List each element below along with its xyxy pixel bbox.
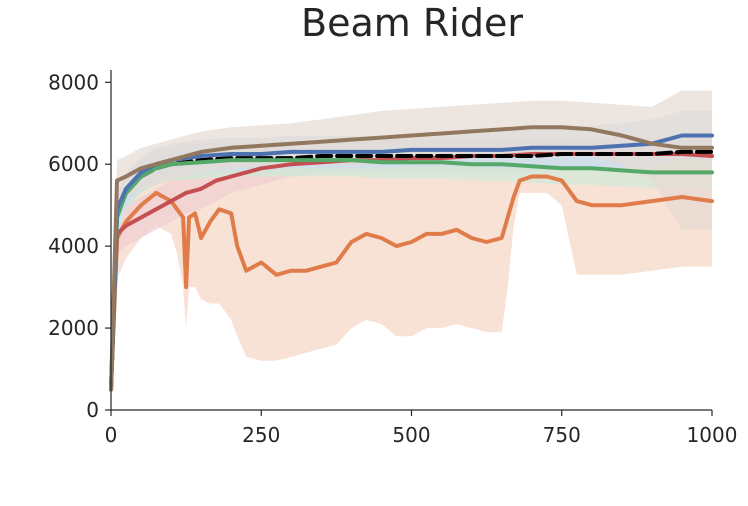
chart-title: Beam Rider bbox=[301, 1, 523, 45]
y-tick-label: 6000 bbox=[48, 152, 99, 176]
x-tick-label: 750 bbox=[543, 423, 581, 447]
x-tick-label: 250 bbox=[242, 423, 280, 447]
x-tick-label: 0 bbox=[105, 423, 118, 447]
y-tick-label: 0 bbox=[86, 398, 99, 422]
series-3-line bbox=[109, 158, 714, 392]
x-tick-label: 1000 bbox=[687, 423, 738, 447]
x-tick-label: 500 bbox=[392, 423, 430, 447]
y-tick-label: 8000 bbox=[48, 70, 99, 94]
y-tick-label: 4000 bbox=[48, 234, 99, 258]
series-0-line bbox=[109, 174, 714, 392]
y-tick-label: 2000 bbox=[48, 316, 99, 340]
series-lines bbox=[109, 125, 714, 392]
confidence-bands bbox=[111, 90, 712, 402]
series-5-band bbox=[111, 90, 712, 402]
x-ticks: 0 250 500 750 1000 bbox=[105, 410, 738, 447]
series-5-line bbox=[109, 125, 714, 392]
y-ticks: 0 2000 4000 6000 8000 bbox=[48, 70, 111, 422]
series-0-band bbox=[111, 139, 712, 402]
